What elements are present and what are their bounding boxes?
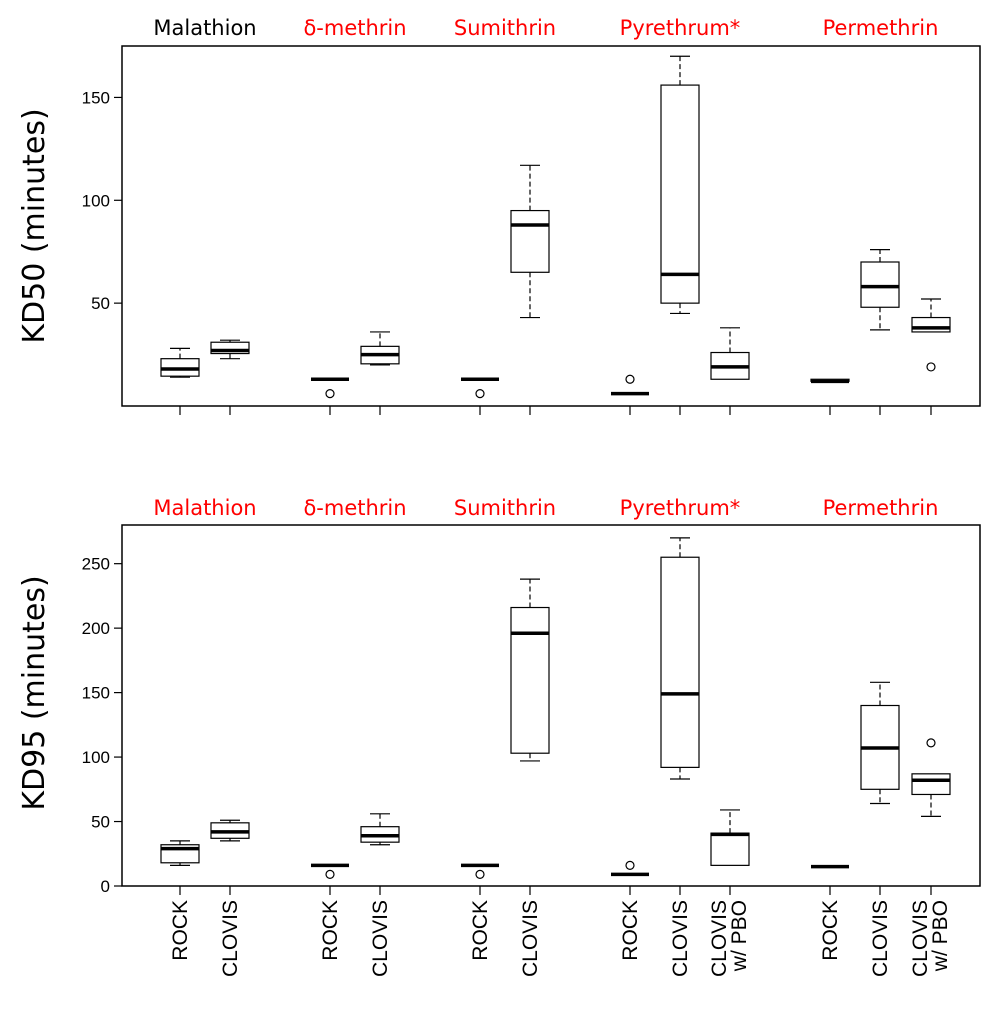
- box-malathion-clovis: [210, 339, 250, 415]
- box-body: [710, 832, 750, 866]
- x-label-line: ROCK: [319, 900, 342, 961]
- box-pyrethrum-clovis-w-pbo: [710, 327, 750, 415]
- x-label-permethrin-clovis: CLOVIS: [869, 900, 892, 977]
- box-methrin-clovis: [360, 331, 400, 415]
- kd50-panel: KD50 (minutes) 50 100 150 Malathion δ-methrin…: [17, 16, 981, 415]
- outlier-point: [926, 738, 936, 748]
- outlier-point: [475, 869, 485, 879]
- x-label-line: CLOVIS: [669, 900, 692, 977]
- y-tick-label: 50: [91, 294, 110, 313]
- outlier-point: [625, 860, 635, 870]
- box-malathion-clovis: [210, 819, 250, 895]
- box-pyrethrum-clovis-w-pbo: [710, 809, 750, 895]
- x-label-line: ROCK: [469, 900, 492, 961]
- outlier-point: [475, 389, 485, 399]
- group-title-permethrin: Permethrin: [823, 16, 939, 40]
- box-malathion-rock: [160, 347, 200, 415]
- y-tick-label: 250: [82, 555, 110, 574]
- outlier-point: [325, 389, 335, 399]
- x-label-line: CLOVIS: [708, 900, 731, 977]
- box-sumithrin-rock: [461, 377, 499, 415]
- plot-frame: [121, 524, 981, 887]
- box-body: [911, 316, 951, 333]
- box-permethrin-rock: [810, 378, 850, 415]
- box-sumithrin-rock: [461, 863, 499, 895]
- x-label-line: CLOVIS: [909, 900, 932, 977]
- y-tick-label: 150: [82, 684, 110, 703]
- box-sumithrin-clovis: [510, 164, 550, 415]
- y-tick-label: 100: [82, 191, 110, 210]
- group-title-malathion: Malathion: [153, 16, 256, 40]
- x-label-line: CLOVIS: [369, 900, 392, 977]
- outlier-point: [625, 374, 635, 384]
- group-title-methrin: δ-methrin: [303, 16, 406, 40]
- x-label-line: ROCK: [619, 900, 642, 961]
- box-permethrin-clovis: [860, 681, 900, 895]
- x-label-methrin-rock: ROCK: [319, 900, 342, 961]
- x-label-sumithrin-clovis: CLOVIS: [519, 900, 542, 977]
- box-pyrethrum-clovis: [660, 55, 700, 415]
- y-tick-label: 50: [91, 813, 110, 832]
- plot-frame: [121, 45, 981, 407]
- group-title-methrin: δ-methrin: [303, 496, 406, 520]
- group-title-sumithrin: Sumithrin: [454, 16, 556, 40]
- box-methrin-clovis: [360, 813, 400, 895]
- group-title-malathion: Malathion: [153, 496, 256, 520]
- box-pyrethrum-rock: [611, 860, 649, 895]
- box-permethrin-clovis-w-pbo: [911, 298, 951, 415]
- box-malathion-rock: [160, 840, 200, 895]
- x-label-line: CLOVIS: [519, 900, 542, 977]
- box-body: [510, 209, 550, 273]
- group-title-permethrin: Permethrin: [823, 496, 939, 520]
- box-permethrin-clovis: [860, 249, 900, 415]
- box-methrin-rock: [311, 863, 349, 895]
- x-label-permethrin-rock: ROCK: [819, 900, 842, 961]
- box-permethrin-rock: [811, 864, 849, 895]
- box-body: [510, 606, 550, 754]
- x-label-line: ROCK: [169, 900, 192, 961]
- box-body: [660, 84, 700, 304]
- group-title-sumithrin: Sumithrin: [454, 496, 556, 520]
- box-body: [860, 261, 900, 308]
- x-label-line: CLOVIS: [219, 900, 242, 977]
- x-label-malathion-clovis: CLOVIS: [219, 900, 242, 977]
- x-label-sumithrin-rock: ROCK: [469, 900, 492, 961]
- x-category-labels: ROCK CLOVIS ROCK CLOVIS ROCK CLOVIS ROCK CLOVIS…: [169, 900, 952, 977]
- y-tick-label: 0: [101, 877, 110, 896]
- x-label-malathion-rock: ROCK: [169, 900, 192, 961]
- x-label-pyrethrum-rock: ROCK: [619, 900, 642, 961]
- outlier-point: [325, 869, 335, 879]
- x-label-pyrethrum-clovis: CLOVIS: [669, 900, 692, 977]
- kd95-panel: KD95 (minutes) 0 50 100 150 200 250 Malathion δ-…: [17, 496, 981, 896]
- box-sumithrin-clovis: [510, 578, 550, 895]
- box-body: [210, 341, 250, 355]
- y-tick-label: 150: [82, 88, 110, 107]
- outlier-point: [926, 362, 936, 372]
- box-pyrethrum-rock: [611, 374, 649, 415]
- box-permethrin-clovis-w-pbo: [911, 738, 951, 895]
- y-tick-label: 200: [82, 619, 110, 638]
- box-body: [660, 556, 700, 768]
- y-axis-label: KD50 (minutes): [17, 108, 52, 343]
- x-label-methrin-clovis: CLOVIS: [369, 900, 392, 977]
- x-label-pyrethrum-clovis-w-pbo: CLOVISw/ PBO: [708, 900, 751, 977]
- box-methrin-rock: [311, 377, 349, 415]
- x-label-permethrin-clovis-w-pbo: CLOVISw/ PBO: [909, 900, 952, 977]
- box-pyrethrum-clovis: [660, 537, 700, 895]
- x-label-line: w/ PBO: [728, 900, 751, 972]
- group-title-pyrethrum: Pyrethrum*: [620, 496, 741, 520]
- x-label-line: ROCK: [819, 900, 842, 961]
- y-axis-label: KD95 (minutes): [17, 575, 52, 810]
- group-title-pyrethrum: Pyrethrum*: [620, 16, 741, 40]
- x-label-line: w/ PBO: [929, 900, 952, 972]
- box-body: [911, 773, 951, 796]
- x-label-line: CLOVIS: [869, 900, 892, 977]
- y-tick-label: 100: [82, 748, 110, 767]
